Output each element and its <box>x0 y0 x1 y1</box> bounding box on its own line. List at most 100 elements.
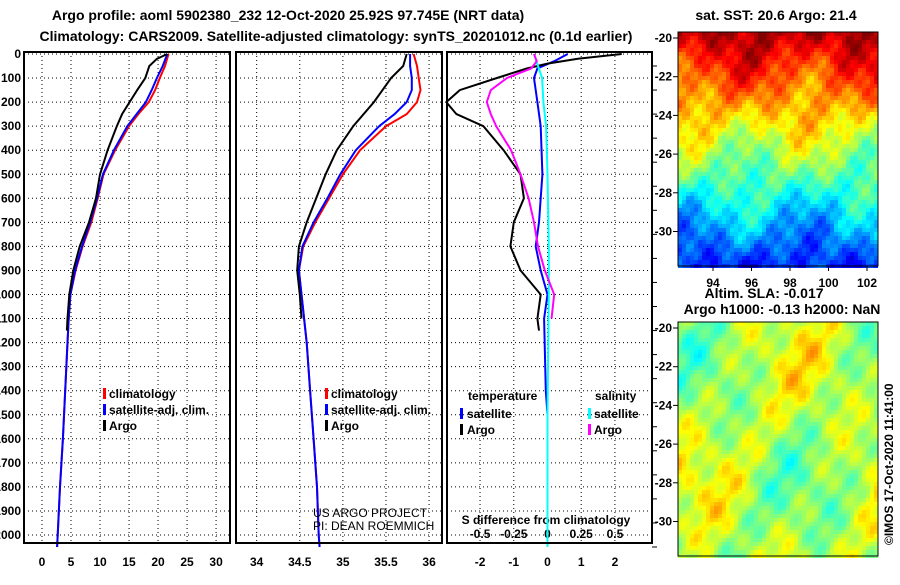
map-cell <box>686 64 690 68</box>
map-cell <box>766 108 770 112</box>
map-cell <box>866 244 870 248</box>
map-cell <box>838 232 842 236</box>
map-cell <box>718 60 722 64</box>
map-cell <box>778 402 782 406</box>
map-cell <box>850 458 854 462</box>
map-cell <box>702 148 706 152</box>
map-cell <box>750 462 754 466</box>
map-cell <box>742 414 746 418</box>
map-cell <box>682 442 686 446</box>
map-cell <box>822 326 826 330</box>
map-cell <box>842 430 846 434</box>
map-cell <box>790 252 794 256</box>
map-cell <box>694 414 698 418</box>
map-cell <box>710 68 714 72</box>
map-cell <box>790 40 794 44</box>
map-cell <box>874 100 878 104</box>
map-cell <box>706 244 710 248</box>
map-cell <box>750 240 754 244</box>
map-cell <box>726 358 730 362</box>
map-cell <box>822 244 826 248</box>
map-cell <box>710 366 714 370</box>
map-cell <box>842 446 846 450</box>
map-cell <box>734 346 738 350</box>
map-cell <box>730 112 734 116</box>
map-cell <box>842 406 846 410</box>
map-cell <box>682 240 686 244</box>
map-cell <box>726 96 730 100</box>
map-cell <box>734 140 738 144</box>
map-cell <box>738 390 742 394</box>
map-cell <box>866 454 870 458</box>
map-cell <box>770 64 774 68</box>
map-cell <box>710 180 714 184</box>
map-cell <box>814 32 818 36</box>
map-cell <box>738 402 742 406</box>
map-cell <box>790 342 794 346</box>
map-cell <box>682 208 686 212</box>
map-cell <box>874 426 878 430</box>
map-cell <box>718 434 722 438</box>
map-cell <box>770 104 774 108</box>
map-cell <box>770 92 774 96</box>
map-cell <box>874 180 878 184</box>
map-cell <box>862 422 866 426</box>
map-cell <box>818 236 822 240</box>
map-cell <box>678 44 682 48</box>
map-cell <box>678 116 682 120</box>
map-cell <box>774 236 778 240</box>
map-cell <box>754 140 758 144</box>
map-cell <box>862 330 866 334</box>
map-cell <box>722 248 726 252</box>
map-cell <box>842 398 846 402</box>
map-cell <box>798 366 802 370</box>
map-cell <box>802 430 806 434</box>
map-cell <box>762 104 766 108</box>
map-cell <box>806 152 810 156</box>
map-cell <box>702 252 706 256</box>
map-cell <box>798 200 802 204</box>
map-cell <box>794 358 798 362</box>
map-cell <box>790 454 794 458</box>
map-cell <box>770 132 774 136</box>
map-cell <box>758 350 762 354</box>
map-cell <box>818 68 822 72</box>
map-cell <box>694 80 698 84</box>
map-cell <box>854 224 858 228</box>
map-cell <box>678 322 682 326</box>
map-cell <box>870 232 874 236</box>
map-cell <box>818 100 822 104</box>
legend-swatch <box>460 424 463 435</box>
map-cell <box>830 96 834 100</box>
map-cell <box>846 120 850 124</box>
map-cell <box>702 192 706 196</box>
map-cell <box>874 52 878 56</box>
map-cell <box>682 362 686 366</box>
map-cell <box>710 196 714 200</box>
map-cell <box>862 132 866 136</box>
map-cell <box>754 136 758 140</box>
map-cell <box>758 216 762 220</box>
map-cell <box>858 128 862 132</box>
map-cell <box>714 422 718 426</box>
map-cell <box>782 80 786 84</box>
map-cell <box>842 326 846 330</box>
map-cell <box>870 228 874 232</box>
map-cell <box>822 354 826 358</box>
map-cell <box>686 466 690 470</box>
map-cell <box>814 152 818 156</box>
map-cell <box>814 402 818 406</box>
map-cell <box>726 410 730 414</box>
map-cell <box>802 112 806 116</box>
map-cell <box>734 60 738 64</box>
project-annotation: PI: DEAN ROEMMICH <box>313 519 434 533</box>
map-cell <box>870 382 874 386</box>
map-cell <box>830 446 834 450</box>
map-cell <box>694 192 698 196</box>
map-cell <box>698 200 702 204</box>
map-cell <box>858 192 862 196</box>
map-cell <box>690 236 694 240</box>
map-cell <box>734 36 738 40</box>
map-cell <box>698 378 702 382</box>
map-cell <box>718 196 722 200</box>
